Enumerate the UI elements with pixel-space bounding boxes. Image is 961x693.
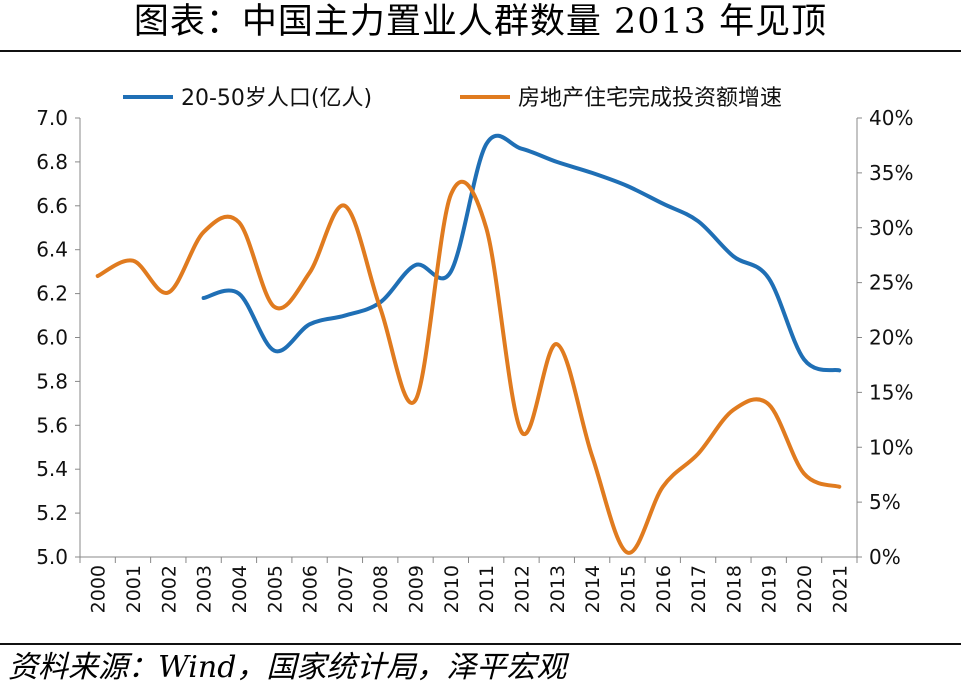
x-tick-label: 2010 xyxy=(441,565,463,613)
right-tick-label: 30% xyxy=(869,216,913,240)
x-tick-label: 2008 xyxy=(370,565,392,613)
left-tick-label: 5.0 xyxy=(36,545,68,569)
right-tick-label: 5% xyxy=(869,490,901,514)
line-chart: 20-50岁人口(亿人) 房地产住宅完成投资额增速 5.0 5.2 5.4 5.6 5.8… xyxy=(36,86,913,613)
right-tick-label: 20% xyxy=(869,326,913,350)
x-tick-label: 2000 xyxy=(88,565,110,613)
chart-axes: 5.0 5.2 5.4 5.6 5.8 6.0 6.2 6.4 6.6 6.8 7.0 0% 5% 10%… xyxy=(36,106,913,613)
x-tick-label: 2004 xyxy=(229,565,251,613)
left-tick-label: 6.8 xyxy=(36,150,68,174)
series-line-1 xyxy=(201,133,842,373)
right-tick-label: 0% xyxy=(869,545,901,569)
x-tick-label: 2005 xyxy=(264,565,286,613)
x-tick-label: 2006 xyxy=(300,565,322,613)
left-tick-label: 6.0 xyxy=(36,326,68,350)
x-tick-label: 2013 xyxy=(547,565,569,613)
x-tick-label: 2012 xyxy=(511,565,533,613)
right-tick-label: 25% xyxy=(869,271,913,295)
right-tick-label: 40% xyxy=(869,106,913,130)
x-tick-label: 2021 xyxy=(829,565,851,613)
series-line-2 xyxy=(95,179,842,555)
left-tick-label: 5.2 xyxy=(36,501,68,525)
left-tick-label: 7.0 xyxy=(36,106,68,130)
chart-legend: 20-50岁人口(亿人) 房地产住宅完成投资额增速 xyxy=(123,86,782,111)
x-tick-label: 2020 xyxy=(794,565,816,613)
x-tick-label: 2016 xyxy=(653,565,675,613)
left-tick-label: 6.6 xyxy=(36,194,68,218)
x-tick-label: 2017 xyxy=(688,565,710,613)
x-tick-label: 2019 xyxy=(759,565,781,613)
legend-label-2: 房地产住宅完成投资额增速 xyxy=(518,86,782,111)
x-tick-label: 2009 xyxy=(406,565,428,613)
x-tick-label: 2014 xyxy=(582,565,604,613)
title-divider xyxy=(0,50,961,52)
source-note: 资料来源：Wind，国家统计局，泽平宏观 xyxy=(8,650,567,685)
footer-divider xyxy=(0,643,961,645)
right-tick-label: 10% xyxy=(869,435,913,459)
left-tick-label: 5.4 xyxy=(36,457,68,481)
x-tick-label: 2003 xyxy=(194,565,216,613)
page-title: 图表：中国主力置业人群数量 2013 年见顶 xyxy=(133,2,828,42)
left-tick-label: 6.4 xyxy=(36,238,68,262)
x-tick-label: 2015 xyxy=(617,565,639,613)
chart-series xyxy=(95,133,842,555)
left-tick-label: 6.2 xyxy=(36,282,68,306)
right-tick-label: 15% xyxy=(869,380,913,404)
left-tick-label: 5.8 xyxy=(36,369,68,393)
x-tick-label: 2001 xyxy=(123,565,145,613)
legend-label-1: 20-50岁人口(亿人) xyxy=(181,86,372,111)
x-tick-label: 2007 xyxy=(335,565,357,613)
left-tick-label: 5.6 xyxy=(36,413,68,437)
x-tick-label: 2002 xyxy=(158,565,180,613)
right-tick-label: 35% xyxy=(869,161,913,185)
x-tick-label: 2018 xyxy=(723,565,745,613)
x-tick-label: 2011 xyxy=(476,565,498,613)
